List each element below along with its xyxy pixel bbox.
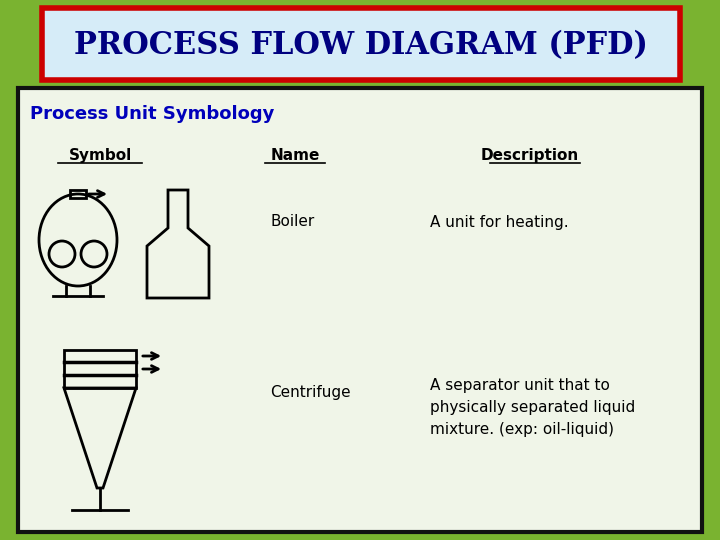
Text: Name: Name: [270, 148, 320, 163]
Text: A unit for heating.: A unit for heating.: [430, 214, 569, 230]
FancyBboxPatch shape: [18, 88, 702, 532]
Text: A separator unit that to
physically separated liquid
mixture. (exp: oil-liquid): A separator unit that to physically sepa…: [430, 378, 635, 437]
Text: Boiler: Boiler: [270, 214, 314, 230]
Text: PROCESS FLOW DIAGRAM (PFD): PROCESS FLOW DIAGRAM (PFD): [74, 30, 648, 62]
Bar: [64, 350, 136, 388]
Text: Centrifuge: Centrifuge: [270, 384, 351, 400]
FancyBboxPatch shape: [42, 8, 680, 80]
Text: Symbol: Symbol: [68, 148, 132, 163]
Text: Process Unit Symbology: Process Unit Symbology: [30, 105, 274, 123]
Bar: [70, 190, 86, 198]
Text: Description: Description: [481, 148, 579, 163]
